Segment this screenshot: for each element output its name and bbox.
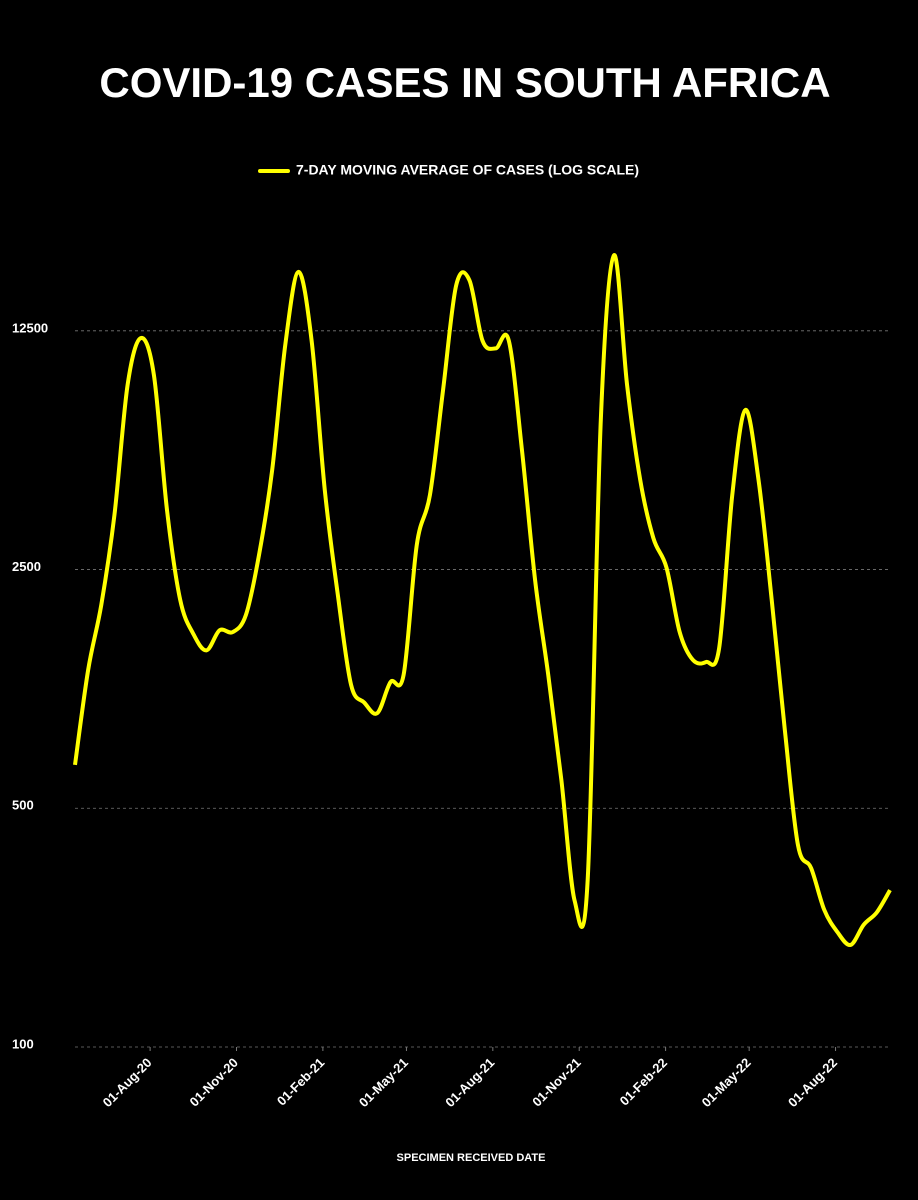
- legend-label: 7-DAY MOVING AVERAGE OF CASES (LOG SCALE…: [296, 162, 639, 178]
- x-tick-label: 01-Nov-21: [529, 1055, 584, 1110]
- x-tick-label: 01-Feb-22: [617, 1055, 671, 1109]
- x-tick-label: 01-Nov-20: [187, 1055, 242, 1110]
- y-tick-label: 100: [12, 1036, 34, 1051]
- y-tick-label: 2500: [12, 559, 41, 574]
- x-tick-label: 01-Aug-20: [100, 1055, 155, 1110]
- y-tick-label: 500: [12, 798, 34, 813]
- x-tick-label: 01-May-22: [699, 1055, 754, 1110]
- x-tick-label: 01-Aug-21: [442, 1055, 497, 1110]
- series-line: [73, 253, 892, 947]
- x-tick-label: 01-Feb-21: [274, 1055, 328, 1109]
- x-axis-title: SPECIMEN RECEIVED DATE: [397, 1152, 546, 1164]
- y-tick-label: 12500: [12, 320, 48, 335]
- x-tick-label: 01-Aug-22: [785, 1055, 840, 1110]
- chart-title: COVID-19 CASES IN SOUTH AFRICA: [99, 59, 830, 106]
- x-tick-label: 01-May-21: [356, 1055, 411, 1110]
